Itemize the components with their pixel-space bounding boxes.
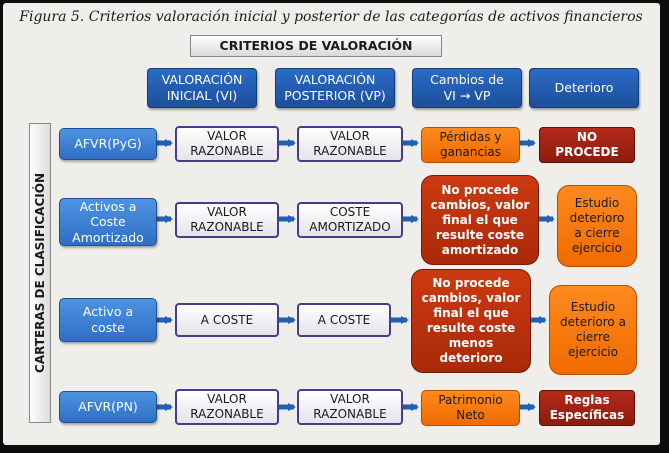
box-line: cambios, valor xyxy=(421,291,521,305)
row-label: Activo a xyxy=(82,304,134,320)
box-line: cierre xyxy=(575,330,611,344)
row1-deterioro-box: NO PROCEDE xyxy=(539,127,635,163)
row-activo-coste: Activo a coste xyxy=(59,298,157,342)
box-line: RAZONABLE xyxy=(190,144,264,158)
column-header-line: Cambios de xyxy=(430,72,504,88)
box-line: Estudio xyxy=(570,300,616,314)
box-line: cambios, valor xyxy=(430,197,530,212)
row4-vi-box: VALOR RAZONABLE xyxy=(175,389,279,425)
row3-cambios-box: No procede cambios, valor final el que r… xyxy=(411,269,531,373)
row4-vp-box: VALOR RAZONABLE xyxy=(297,389,403,425)
column-header-line: INICIAL (VI) xyxy=(166,88,238,103)
box-line: a cierre xyxy=(574,226,620,240)
box-line: PROCEDE xyxy=(555,145,619,159)
box-line: No procede xyxy=(441,182,519,197)
box-line: ejercicio xyxy=(568,345,618,359)
row-label: Activos a xyxy=(79,198,137,214)
row-label: AFVR(PN) xyxy=(78,399,138,415)
column-header-line: Deterioro xyxy=(554,80,614,96)
column-header-deterioro: Deterioro xyxy=(529,68,639,108)
figure-frame: Figura 5. Criterios valoración inicial y… xyxy=(3,3,660,445)
box-line: ejercicio xyxy=(572,241,622,255)
connector-arrows xyxy=(157,139,555,411)
box-line: ganancias xyxy=(439,145,502,159)
box-line: VALOR xyxy=(207,392,247,406)
box-line: VALOR xyxy=(330,392,370,406)
side-label-box: CARTERAS DE CLASIFICACIÓN xyxy=(29,123,51,423)
box-line: VALOR xyxy=(330,129,370,143)
column-header-vp: VALORACIÓN POSTERIOR (VP) xyxy=(275,68,395,108)
box-line: amortizado xyxy=(441,242,519,257)
column-header-line: VALORACIÓN xyxy=(161,72,243,88)
box-line: A COSTE xyxy=(317,312,371,327)
box-line: final el que xyxy=(442,212,518,227)
box-line: RAZONABLE xyxy=(313,144,387,158)
row-afvr-pyg: AFVR(PyG) xyxy=(59,128,157,160)
row4-cambios-box: Patrimonio Neto xyxy=(421,390,520,426)
box-line: No procede xyxy=(432,276,510,290)
box-line: Estudio xyxy=(574,196,620,210)
box-line: NO xyxy=(576,130,598,144)
box-line: Patrimonio xyxy=(438,393,503,407)
box-line: RAZONABLE xyxy=(190,220,264,234)
box-line: VALOR xyxy=(207,129,247,143)
box-line: Neto xyxy=(456,408,485,422)
row-label: Coste xyxy=(90,214,126,230)
criterios-header: CRITERIOS DE VALORACIÓN xyxy=(190,35,442,57)
column-header-line: VALORACIÓN xyxy=(294,72,376,88)
row1-cambios-box: Pérdidas y ganancias xyxy=(421,127,520,163)
row-label: AFVR(PyG) xyxy=(74,136,142,152)
box-line: resulte coste xyxy=(426,321,516,335)
row1-vp-box: VALOR RAZONABLE xyxy=(297,126,403,162)
box-line: COSTE xyxy=(329,205,371,219)
row-label: Amortizado xyxy=(72,229,144,245)
row-label: coste xyxy=(91,320,125,335)
column-header-cambios: Cambios de VI → VP xyxy=(412,68,522,108)
box-line: RAZONABLE xyxy=(190,407,264,421)
row-afvr-pn: AFVR(PN) xyxy=(59,391,157,423)
row2-cambios-box: No procede cambios, valor final el que r… xyxy=(421,175,539,265)
column-header-vi: VALORACIÓN INICIAL (VI) xyxy=(147,68,257,108)
box-line: resulte coste xyxy=(435,227,525,242)
box-line: A COSTE xyxy=(200,312,254,327)
row-coste-amortizado: Activos a Coste Amortizado xyxy=(59,198,157,246)
box-line: Reglas xyxy=(564,393,610,407)
column-header-line: VI → VP xyxy=(443,88,491,103)
box-line: RAZONABLE xyxy=(313,407,387,421)
box-line: Específicas xyxy=(549,408,625,422)
box-line: deterioro xyxy=(569,211,625,225)
row2-vi-box: VALOR RAZONABLE xyxy=(175,202,279,238)
box-line: deterioro a xyxy=(560,315,626,329)
row1-vi-box: VALOR RAZONABLE xyxy=(175,126,279,162)
row2-deterioro-box: Estudio deterioro a cierre ejercicio xyxy=(557,185,637,267)
row4-deterioro-box: Reglas Específicas xyxy=(539,390,635,426)
box-line: final el que xyxy=(433,306,509,320)
box-line: AMORTIZADO xyxy=(309,220,391,234)
row3-deterioro-box: Estudio deterioro a cierre ejercicio xyxy=(549,285,637,375)
row3-vp-box: A COSTE xyxy=(297,303,391,337)
figure-title: Figura 5. Criterios valoración inicial y… xyxy=(19,9,643,25)
row2-vp-box: COSTE AMORTIZADO xyxy=(297,202,403,238)
box-line: VALOR xyxy=(207,205,247,219)
row3-vi-box: A COSTE xyxy=(175,303,279,337)
box-line: menos xyxy=(448,336,494,350)
column-header-line: POSTERIOR (VP) xyxy=(284,88,386,103)
box-line: Pérdidas y xyxy=(439,130,502,144)
box-line: deterioro xyxy=(439,351,503,365)
